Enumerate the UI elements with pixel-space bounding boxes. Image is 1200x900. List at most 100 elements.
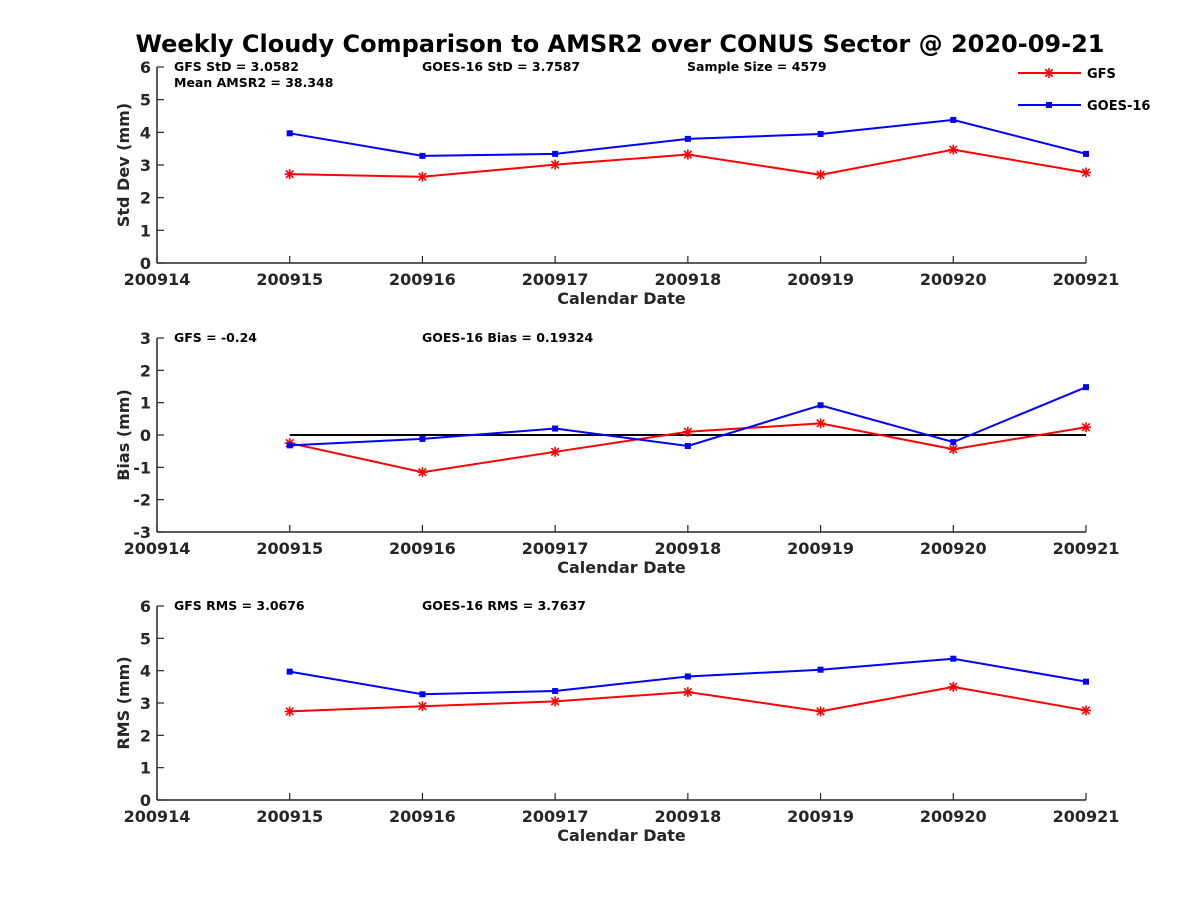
data-point xyxy=(817,130,824,137)
data-point xyxy=(948,144,959,155)
data-point xyxy=(817,402,824,409)
y-axis-label: Std Dev (mm) xyxy=(114,103,133,227)
y-tick-label: 1 xyxy=(140,221,151,240)
x-tick-label: 200915 xyxy=(256,807,323,826)
data-point xyxy=(948,681,959,692)
data-point xyxy=(682,687,693,698)
data-point xyxy=(1083,678,1089,685)
data-point xyxy=(682,426,693,437)
x-tick-label: 200914 xyxy=(124,539,191,558)
y-tick-label: 1 xyxy=(140,394,151,413)
stat-annotation: GFS RMS = 3.0676 xyxy=(174,598,305,613)
x-tick-label: 200914 xyxy=(124,807,191,826)
data-point xyxy=(1081,167,1091,178)
data-point xyxy=(948,444,959,455)
data-point xyxy=(286,668,293,675)
stat-annotation: GOES-16 RMS = 3.7637 xyxy=(422,598,586,613)
data-point xyxy=(682,149,693,160)
y-tick-label: 2 xyxy=(140,189,151,208)
series-gfs xyxy=(284,681,1091,717)
data-point xyxy=(950,116,957,123)
x-tick-label: 200918 xyxy=(654,539,721,558)
series-gfs xyxy=(284,144,1091,182)
y-tick-label: 6 xyxy=(140,597,151,616)
legend-marker xyxy=(1044,68,1054,78)
panel-2: -3 -2 -1 0 1 2 3 200914 200915 200916 200917 200918… xyxy=(114,329,1119,577)
y-axis-label: RMS (mm) xyxy=(114,656,133,749)
data-point xyxy=(417,171,428,182)
y-tick-label: -1 xyxy=(133,458,151,477)
data-point xyxy=(417,467,428,478)
legend: GFS GOES-16 xyxy=(1018,67,1150,114)
y-tick-label: 0 xyxy=(140,426,151,445)
data-point xyxy=(684,442,691,449)
data-point xyxy=(817,666,824,673)
y-tick-label: 2 xyxy=(140,726,151,745)
x-tick-label: 200917 xyxy=(522,539,589,558)
data-point xyxy=(552,688,559,695)
data-point xyxy=(417,701,428,712)
x-tick-label: 200919 xyxy=(787,539,854,558)
series-goes-16 xyxy=(286,116,1089,159)
stat-annotation: GFS StD = 3.0582 xyxy=(174,59,299,74)
y-tick-label: -3 xyxy=(133,523,151,542)
y-tick-label: 5 xyxy=(140,91,151,110)
x-tick-label: 200917 xyxy=(522,270,589,289)
data-point xyxy=(684,673,691,680)
stat-annotation: GFS = -0.24 xyxy=(174,330,257,345)
data-point xyxy=(550,696,561,707)
data-point xyxy=(1083,384,1089,391)
x-tick-label: 200919 xyxy=(787,270,854,289)
y-tick-label: 3 xyxy=(140,156,151,175)
legend-item-goes-16: GOES-16 xyxy=(1018,99,1150,114)
x-tick-label: 200920 xyxy=(920,807,987,826)
legend-label: GOES-16 xyxy=(1087,99,1150,114)
x-tick-label: 200921 xyxy=(1053,807,1120,826)
y-tick-label: 4 xyxy=(140,662,151,681)
x-tick-label: 200921 xyxy=(1053,270,1120,289)
data-point xyxy=(284,706,295,717)
y-axis-label: Bias (mm) xyxy=(114,389,133,481)
x-tick-label: 200917 xyxy=(522,807,589,826)
y-tick-label: -2 xyxy=(133,491,151,510)
x-tick-label: 200916 xyxy=(389,270,456,289)
data-point xyxy=(419,152,426,159)
data-point xyxy=(950,439,957,446)
data-point xyxy=(419,435,426,442)
x-tick-label: 200919 xyxy=(787,807,854,826)
y-tick-label: 0 xyxy=(140,254,151,273)
y-tick-label: 6 xyxy=(140,58,151,77)
y-tick-label: 4 xyxy=(140,123,151,142)
panel-1: 0 1 2 3 4 5 6 200914 200915 200916 200917 200918 200… xyxy=(114,58,1119,308)
x-tick-label: 200920 xyxy=(920,270,987,289)
data-point xyxy=(286,442,293,449)
series-line xyxy=(289,386,1087,448)
x-tick-label: 200916 xyxy=(389,539,456,558)
data-point xyxy=(815,169,826,180)
data-point xyxy=(284,169,295,180)
series-goes-16 xyxy=(286,655,1089,698)
x-tick-label: 200914 xyxy=(124,270,191,289)
data-point xyxy=(684,135,691,142)
data-point xyxy=(552,425,559,432)
stat-annotation: GOES-16 StD = 3.7587 xyxy=(422,59,580,74)
x-tick-label: 200921 xyxy=(1053,539,1120,558)
data-point xyxy=(550,159,561,170)
x-tick-label: 200918 xyxy=(654,807,721,826)
stat-annotation: Sample Size = 4579 xyxy=(687,59,827,74)
data-point xyxy=(815,706,826,717)
data-point xyxy=(1083,150,1089,157)
data-point xyxy=(1081,705,1091,716)
data-point xyxy=(815,418,826,429)
x-tick-label: 200916 xyxy=(389,807,456,826)
x-axis-label: Calendar Date xyxy=(557,826,686,845)
legend-item-gfs: GFS xyxy=(1018,67,1116,82)
data-point xyxy=(286,130,293,137)
x-tick-label: 200920 xyxy=(920,539,987,558)
data-point xyxy=(950,655,957,662)
data-point xyxy=(419,691,426,698)
x-axis-label: Calendar Date xyxy=(557,558,686,577)
chart-title: Weekly Cloudy Comparison to AMSR2 over C… xyxy=(135,30,1105,58)
stat-annotation: GOES-16 Bias = 0.19324 xyxy=(422,330,593,345)
